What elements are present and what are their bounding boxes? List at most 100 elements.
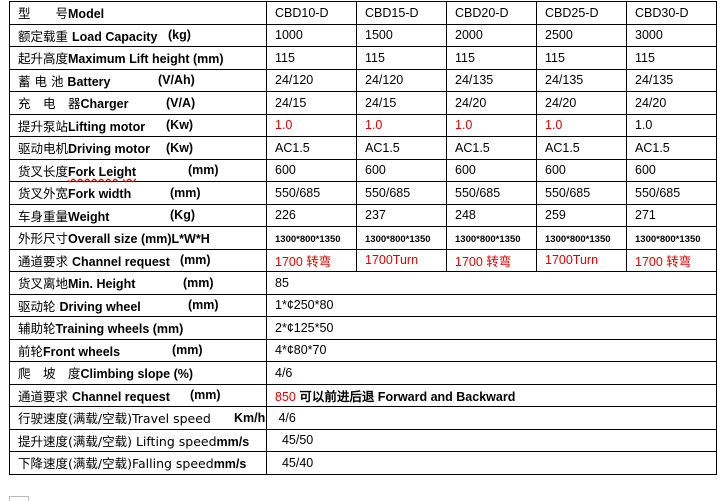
label-chinese: 充 电 器 [18, 96, 81, 112]
label-english: Fork width [68, 187, 132, 202]
label-chinese: 行驶速度(满载/空载)Travel speed [18, 411, 211, 427]
label-chinese: 驱动电机 [18, 141, 69, 157]
value-cell: 1300*800*1350 [446, 226, 537, 250]
label-chinese: 爬 坡 度 [18, 366, 81, 382]
value-cell: 115 [356, 46, 447, 70]
row-label: 货叉长度Fork Leight (mm) [9, 158, 267, 182]
value-cell: 550/685 [536, 181, 627, 205]
cell-value: 3000 [635, 28, 663, 43]
label-english: Charger [80, 97, 129, 112]
cell-value: 600 [635, 163, 656, 178]
value-cell: 1700Turn [536, 248, 627, 272]
cell-value: 1.0 [365, 118, 383, 133]
value-cell: 600 [536, 158, 627, 182]
value-cell: AC1.5 [626, 136, 717, 160]
cell-value: 550/685 [455, 185, 501, 200]
value-cell: 600 [266, 158, 357, 182]
row-label: 充 电 器Charger (V/A) [9, 91, 267, 115]
label-chinese: 通道要求 [18, 253, 72, 269]
cell-value: AC1.5 [365, 140, 400, 155]
value-cell: 1300*800*1350 [266, 226, 357, 250]
label-unit: (V/A) [166, 95, 196, 110]
cell-value: 1*¢250*80 [275, 298, 334, 313]
label-english: Battery [67, 74, 111, 89]
row-label: 行驶速度(满载/空载)Travel speed Km/h [9, 406, 267, 430]
cell-value: CBD25-D [545, 5, 599, 20]
value-cell: 259 [536, 203, 627, 227]
row-label: 外形尺寸Overall size (mm)L*W*H [9, 226, 267, 250]
cell-value: 600 [365, 163, 386, 178]
row-label: 前轮Front wheels (mm) [9, 338, 267, 362]
label-chinese: 货叉外宽 [18, 186, 69, 202]
model-header-cell: CBD10-D [266, 1, 357, 25]
value-cell: 24/135 [536, 68, 627, 92]
cell-value: 1700 转弯 [635, 254, 692, 269]
cell-value: 271 [635, 208, 656, 223]
table-resize-handle[interactable] [9, 496, 29, 501]
label-unit: (mm) [172, 343, 203, 358]
value-cell: 550/685 [626, 181, 717, 205]
row-label: 型 号Model [9, 1, 267, 25]
label-unit: (mm) [188, 163, 219, 178]
value-cell: 1700 转弯 [266, 248, 357, 272]
row-label: 车身重量Weight (Kg) [9, 203, 267, 227]
value-cell: 600 [356, 158, 447, 182]
cell-value: 1700 转弯 [455, 254, 512, 269]
label-english: Fork Leight [68, 164, 137, 179]
cell-value: 24/135 [545, 73, 584, 88]
cell-value: 1300*800*1350 [275, 233, 341, 245]
value-cell: 24/135 [446, 68, 537, 92]
value-cell: 2500 [536, 23, 627, 47]
cell-value: 24/20 [455, 95, 487, 110]
label-english: Weight [68, 209, 110, 224]
value-cell: 115 [626, 46, 717, 70]
cell-value: 1300*800*1350 [635, 233, 701, 245]
cell-value: 24/20 [545, 95, 577, 110]
cell-value: 1.0 [455, 118, 473, 133]
table-row: 通道要求 Channel request (mm) 850 可以前进后退 Forwa… [9, 383, 717, 407]
cell-value: 1700Turn [365, 253, 419, 268]
table-row: 型 号Model CBD10-D CBD15-D CBD20-D CBD25-D CBD3… [9, 1, 717, 25]
row-label: 通道要求 Channel request (mm) [9, 248, 267, 272]
value-cell: 550/685 [446, 181, 537, 205]
cell-value: 600 [275, 163, 296, 178]
label-unit: (mm) [170, 185, 201, 200]
value-cell: 24/135 [626, 68, 717, 92]
table-row: 货叉离地Min. Height (mm) 85 [9, 271, 717, 295]
row-label: 额定载重 Load Capacity (kg) [9, 23, 267, 47]
label-unit: (mm) [190, 388, 221, 403]
value-cell: 1.0 [356, 113, 447, 137]
merged-value-cell: 4/6 [266, 406, 717, 430]
merged-value-cell: 45/50 [266, 428, 717, 452]
row-label: 提升泵站Lifting motor (Kw) [9, 113, 267, 137]
value-cell: 1.0 [536, 113, 627, 137]
row-label: 驱动轮 Driving wheel (mm) [9, 293, 267, 317]
cell-value: 1700 转弯 [275, 254, 332, 269]
cell-value: 45/50 [275, 433, 314, 448]
label-chinese: 前轮 [18, 343, 44, 359]
table-row: 起升高度Maximum Lift height (mm) 115 115 115 115… [9, 46, 717, 70]
label-chinese: 货叉离地 [18, 276, 69, 292]
value-cell: 1300*800*1350 [356, 226, 447, 250]
cell-value: 可以前进后退 Forward and Backward [295, 389, 516, 404]
value-cell: 550/685 [356, 181, 447, 205]
cell-value: 24/20 [635, 95, 667, 110]
label-chinese: 外形尺寸 [18, 231, 69, 247]
value-cell: 115 [446, 46, 537, 70]
value-cell: 24/20 [536, 91, 627, 115]
value-cell: 1700Turn [356, 248, 447, 272]
cell-value: 24/120 [275, 73, 314, 88]
value-cell: 1.0 [446, 113, 537, 137]
label-english: Training wheels (mm) [55, 322, 184, 337]
label-unit: (mm) [188, 298, 219, 313]
table-row: 提升泵站Lifting motor (Kw) 1.0 1.0 1.0 1.0 1.0 [9, 113, 717, 137]
merged-value-cell: 85 [266, 271, 717, 295]
model-header-cell: CBD15-D [356, 1, 447, 25]
cell-value: CBD20-D [455, 5, 509, 20]
cell-value: 24/15 [275, 95, 307, 110]
label-chinese: 货叉长度 [18, 163, 69, 179]
value-cell: 24/20 [626, 91, 717, 115]
cell-value: 115 [365, 50, 385, 65]
cell-value: 1300*800*1350 [545, 233, 611, 245]
cell-value: 115 [545, 50, 565, 65]
